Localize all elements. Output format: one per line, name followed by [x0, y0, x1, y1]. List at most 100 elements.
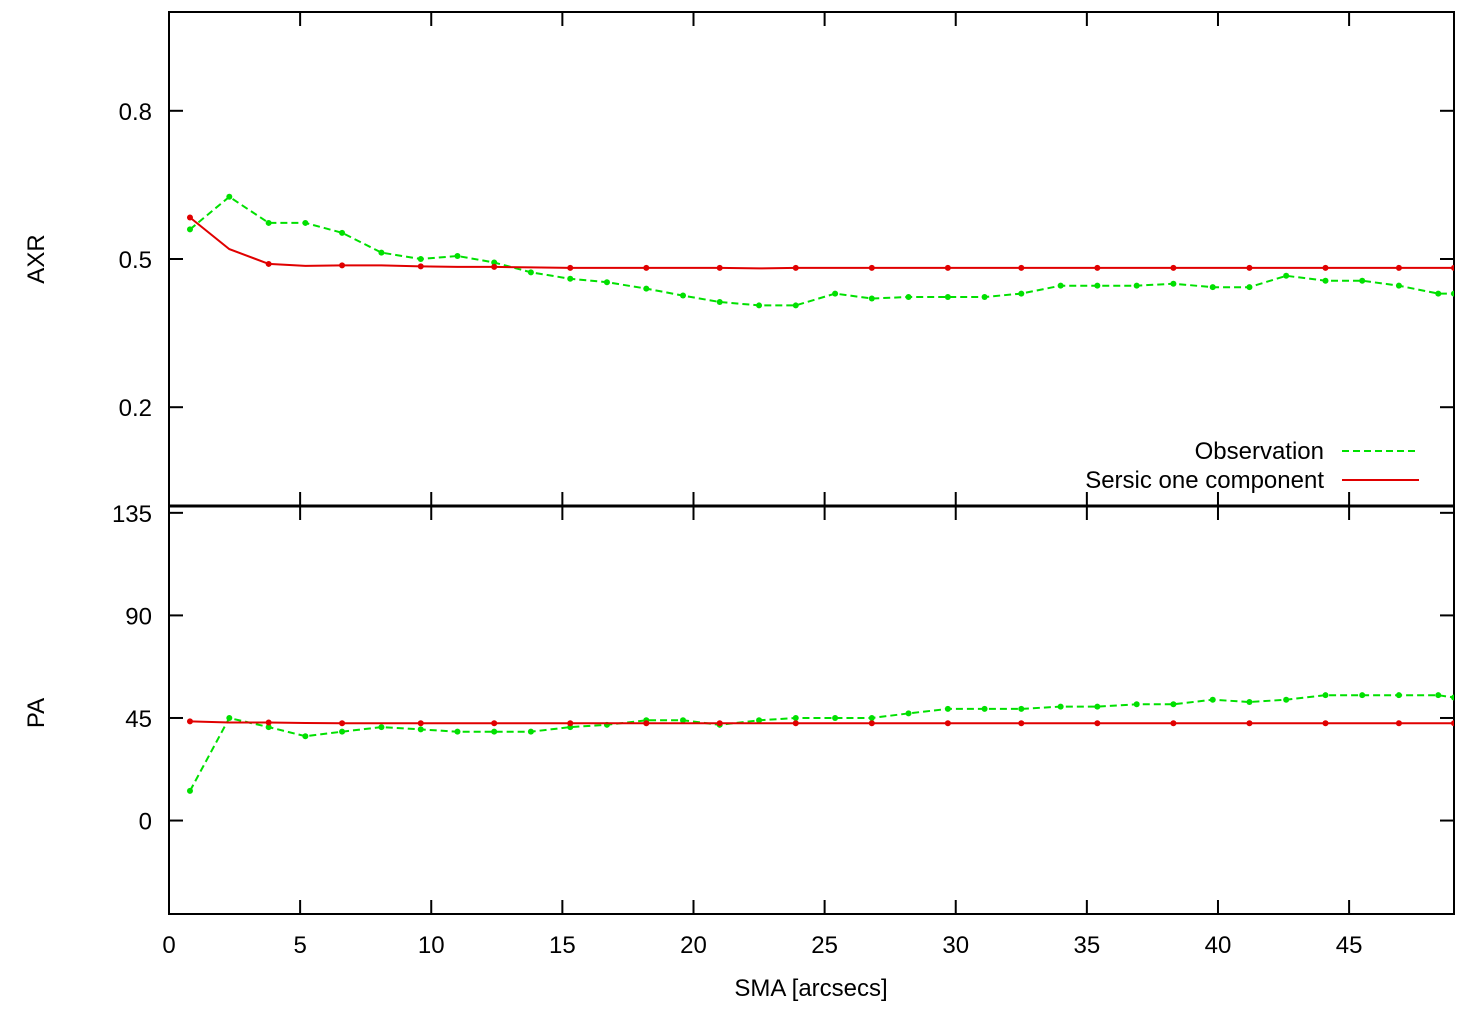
pa-series-observation-point — [905, 710, 912, 717]
xtick-label: 25 — [811, 932, 838, 959]
axr-series-observation-point — [567, 275, 574, 282]
pa-series-observation-point — [756, 717, 763, 724]
axr-series-sersic-point — [567, 264, 574, 271]
xtick-label: 35 — [1074, 932, 1101, 959]
pa-series-sersic-point — [1322, 720, 1329, 727]
pa-ytick-label: 135 — [112, 501, 152, 528]
axr-series-observation-point — [1451, 290, 1454, 297]
axr-series-observation-point — [832, 290, 839, 297]
axr-series-observation-point — [186, 226, 193, 233]
axr-series-observation-point — [643, 285, 650, 292]
xtick-label: 45 — [1336, 932, 1363, 959]
pa-series-observation-point — [378, 724, 385, 731]
pa-series-sersic-point — [643, 720, 650, 727]
axr-series-sersic-point — [944, 264, 951, 271]
axr-series-sersic-point — [417, 263, 424, 270]
axr-series-observation-point — [226, 193, 233, 200]
tick-marks — [168, 12, 1454, 914]
pa-series-observation-point — [1359, 692, 1366, 699]
xtick-label: 30 — [942, 932, 969, 959]
axr-series-sersic-point — [792, 264, 799, 271]
axr-series-observation-point — [756, 302, 763, 309]
axr-series-observation-point — [1018, 290, 1025, 297]
pa-ytick-label: 45 — [125, 706, 152, 733]
legend-label-sersic: Sersic one component — [1085, 467, 1324, 494]
axr-series-observation-point — [1435, 290, 1442, 297]
pa-ytick-label: 0 — [139, 809, 152, 836]
pa-series-observation-point — [792, 714, 799, 721]
axr-series-observation-point — [302, 219, 309, 226]
axr-series-sersic-point — [1018, 264, 1025, 271]
pa-series-sersic-point — [417, 720, 424, 727]
pa-series-observation-point — [832, 714, 839, 721]
pa-series-observation-point — [1209, 696, 1216, 703]
pa-series-sersic-point — [567, 720, 574, 727]
pa-series-sersic-point — [491, 720, 498, 727]
axr-ytick-label: 0.5 — [119, 247, 152, 274]
axr-series-observation-point — [1246, 284, 1253, 291]
pa-series-observation-point — [680, 717, 686, 724]
pa-series-observation-point — [1018, 705, 1025, 712]
pa-series-observation-point — [1322, 692, 1329, 699]
pa-series-observation-point — [527, 728, 534, 735]
pa-series-observation-point — [417, 726, 424, 733]
xtick-label: 20 — [680, 932, 707, 959]
pa-series-sersic-point — [1246, 720, 1253, 727]
axr-series-sersic-point — [265, 260, 272, 267]
axr-series-observation-point — [1094, 282, 1101, 289]
xtick-label: 5 — [293, 932, 306, 959]
axr-ytick-label: 0.2 — [119, 395, 152, 422]
axr-series-sersic-point — [716, 264, 723, 271]
axr-series-sersic-point — [1170, 264, 1177, 271]
axr-series-observation-point — [603, 279, 610, 286]
axr-series-observation-point — [1283, 272, 1290, 279]
pa-series-observation-point — [302, 733, 309, 740]
pa-ytick-label: 90 — [125, 603, 152, 630]
pa-series-observation-point — [1246, 699, 1253, 706]
xtick-label: 10 — [418, 932, 445, 959]
pa-series-sersic-point — [1451, 720, 1454, 727]
legend: Observation Sersic one component — [1085, 438, 1419, 494]
axr-series-observation-point — [339, 229, 346, 236]
axr-series-observation-point — [491, 259, 498, 266]
xtick-label: 15 — [549, 932, 576, 959]
pa-series-sersic-point — [1170, 720, 1177, 727]
pa-series-observation-point — [1057, 703, 1064, 710]
pa-series-observation-point — [339, 728, 346, 735]
pa-series-observation-point — [944, 705, 951, 712]
pa-series-sersic-point — [716, 720, 723, 727]
axr-series-observation-point — [680, 292, 686, 299]
axr-series-sersic-point — [1094, 264, 1101, 271]
pa-series-sersic-point — [868, 720, 875, 727]
x-axis-label: SMA [arcsecs] — [734, 975, 887, 1002]
axr-series-observation-point — [527, 269, 534, 276]
axr-series-observation-point — [716, 298, 723, 305]
axr-series-observation-point — [1209, 284, 1216, 291]
pa-series-observation-point — [1170, 701, 1177, 708]
axr-series-observation-point — [1322, 277, 1329, 284]
pa-series-observation-point — [1094, 703, 1101, 710]
series-layer — [186, 193, 1454, 794]
axr-series-sersic-line — [189, 216, 1454, 270]
axr-series-sersic-point — [339, 262, 346, 269]
pa-series-observation-point — [226, 714, 233, 721]
pa-series-observation-point — [491, 728, 498, 735]
pa-series-sersic-point — [792, 720, 799, 727]
axr-panel-frame — [168, 11, 1455, 507]
pa-series-observation-point — [868, 714, 875, 721]
pa-series-observation-point — [1435, 692, 1442, 699]
axr-series-observation-point — [1133, 282, 1140, 289]
pa-series-sersic-point — [1094, 720, 1101, 727]
axr-series-observation-point — [417, 256, 424, 262]
xtick-label: 0 — [162, 932, 175, 959]
pa-series-observation-point — [981, 705, 988, 712]
pa-series-observation-point — [1395, 692, 1402, 699]
axr-series-sersic-point — [1322, 264, 1329, 271]
pa-series-observation-point — [1451, 694, 1454, 701]
xtick-label: 40 — [1205, 932, 1232, 959]
axr-ylabel: AXR — [23, 234, 50, 283]
pa-series-observation-point — [1133, 701, 1140, 708]
axr-series-observation-point — [1359, 277, 1366, 284]
pa-series-sersic-line — [189, 720, 1454, 725]
